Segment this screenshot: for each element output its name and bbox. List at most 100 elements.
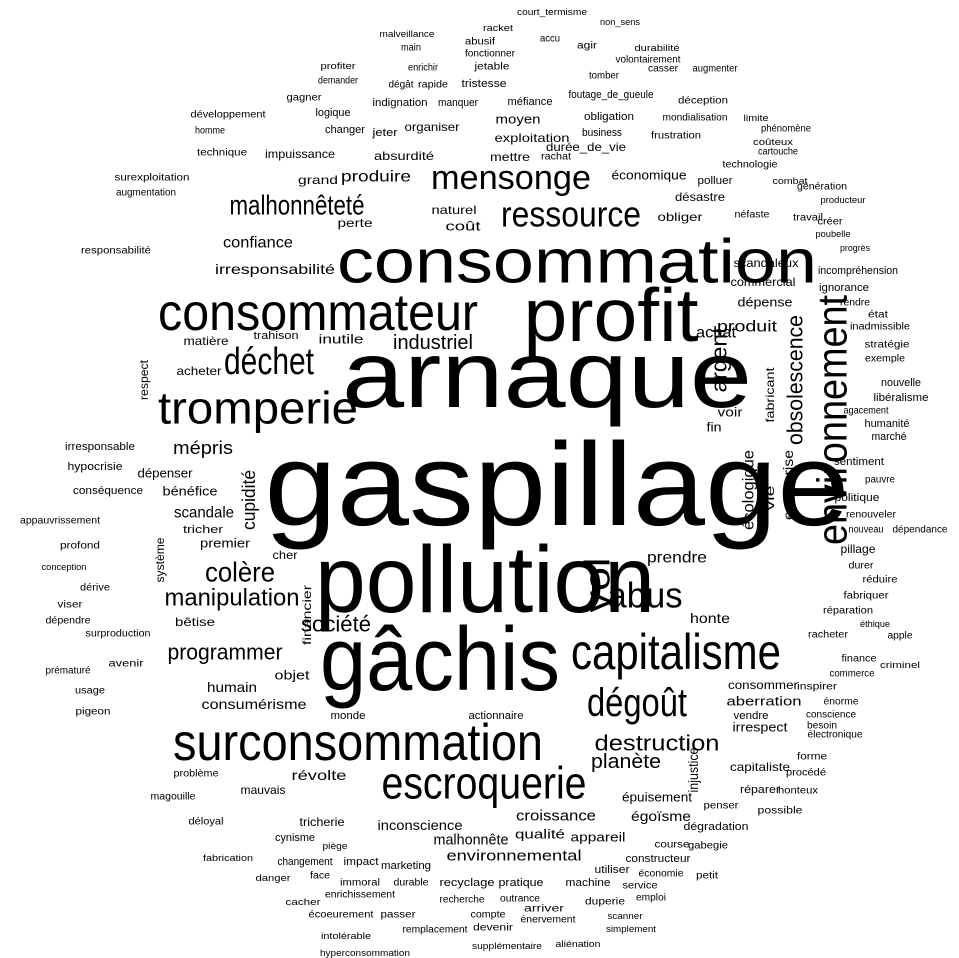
- word: déception: [678, 96, 728, 107]
- word: capitaliste: [730, 760, 790, 774]
- word: réduire: [863, 575, 898, 586]
- word: programmer: [168, 640, 283, 665]
- word: fabrication: [203, 853, 253, 863]
- word: penser: [704, 801, 740, 812]
- word: tromperie: [158, 383, 358, 434]
- word: marketing: [381, 860, 431, 872]
- word: apple: [888, 631, 913, 642]
- word: ressource: [501, 194, 641, 235]
- word: racket: [483, 23, 514, 33]
- word: organiser: [405, 120, 460, 134]
- word: capitalisme: [571, 624, 781, 680]
- word: inadmissible: [850, 322, 910, 333]
- word: coût: [446, 219, 482, 234]
- word: arnaque: [342, 322, 752, 428]
- word: scandaleux: [734, 256, 799, 270]
- word: impuissance: [265, 147, 335, 161]
- word: tomber: [589, 71, 620, 82]
- word: dépenser: [138, 466, 194, 481]
- word: criminel: [880, 660, 920, 670]
- word: exploitation: [495, 131, 570, 145]
- word: bénéfice: [163, 484, 218, 499]
- word: humain: [207, 679, 257, 695]
- word: tristesse: [462, 78, 507, 90]
- word: honte: [690, 610, 730, 626]
- word: changer: [325, 124, 365, 136]
- word: injustice: [685, 747, 701, 792]
- word: surconsommation: [173, 714, 543, 772]
- word: changement: [278, 856, 333, 868]
- word: honteux: [778, 786, 818, 797]
- word: surexploitation: [115, 173, 190, 184]
- word: technique: [197, 148, 247, 159]
- word: limite: [744, 113, 769, 123]
- word: dérive: [80, 583, 110, 594]
- word: profiter: [321, 61, 356, 71]
- word: progrès: [840, 243, 870, 253]
- word: société: [301, 612, 371, 637]
- word: énervement: [521, 915, 576, 926]
- word: surproduction: [86, 629, 151, 640]
- word: emploi: [636, 893, 666, 904]
- word: compte: [471, 910, 506, 921]
- word: duperie: [585, 897, 626, 908]
- word: égoïsme: [631, 808, 691, 824]
- word: argent: [707, 328, 732, 393]
- word: volontairement: [616, 55, 681, 66]
- word: main: [401, 43, 421, 54]
- word: désastre: [675, 190, 725, 204]
- word: nouveau: [849, 525, 884, 536]
- word: travail: [793, 213, 823, 224]
- word: service: [623, 881, 658, 892]
- word: besoin: [807, 721, 837, 732]
- word: accu: [540, 34, 560, 45]
- word: dégât: [389, 80, 414, 91]
- word: cacher: [286, 897, 321, 907]
- word: malhonnêteté: [230, 190, 365, 221]
- word: tricher: [183, 524, 223, 536]
- word: business: [582, 127, 622, 139]
- word: appauvrissement: [20, 516, 100, 527]
- word: piège: [323, 841, 348, 851]
- word: usage: [75, 686, 105, 697]
- word: économie: [639, 869, 684, 880]
- word: cartouche: [758, 147, 798, 158]
- word: matière: [184, 334, 229, 348]
- word: électronique: [808, 730, 863, 741]
- word: agacement: [844, 406, 889, 417]
- word: humanité: [865, 418, 910, 430]
- word: tricherie: [300, 815, 345, 829]
- word: poubelle: [816, 229, 851, 239]
- word: racheter: [808, 630, 849, 641]
- word: arriver: [524, 904, 565, 915]
- word: planète: [591, 751, 661, 773]
- word: jetable: [473, 62, 510, 73]
- word: rapide: [418, 80, 448, 91]
- word: rendre: [840, 298, 870, 309]
- word: perte: [338, 216, 373, 230]
- word: acheter: [177, 364, 222, 378]
- word: néfaste: [735, 210, 770, 221]
- word: augmenter: [693, 64, 739, 75]
- word: mettre: [490, 150, 530, 164]
- word: absurdité: [374, 149, 434, 163]
- word: malhonnête: [434, 832, 509, 849]
- word: réparer: [740, 784, 780, 796]
- word: producteur: [821, 195, 866, 205]
- word: danger: [256, 873, 291, 883]
- word: mauvais: [241, 783, 286, 797]
- word: enrichissement: [325, 890, 395, 901]
- word: consumérisme: [202, 696, 307, 712]
- word: objet: [275, 668, 310, 683]
- word: utiliser: [595, 864, 630, 876]
- word: développement: [191, 110, 266, 121]
- word: pillage: [841, 542, 876, 556]
- word: abusif: [465, 37, 495, 48]
- word: escroquerie: [382, 758, 587, 809]
- word: conscience: [806, 710, 856, 721]
- word: achat: [696, 325, 737, 342]
- word: magouille: [151, 792, 196, 803]
- word: libéralisme: [874, 392, 929, 404]
- word: écologique: [741, 450, 758, 530]
- word: homme: [195, 126, 225, 137]
